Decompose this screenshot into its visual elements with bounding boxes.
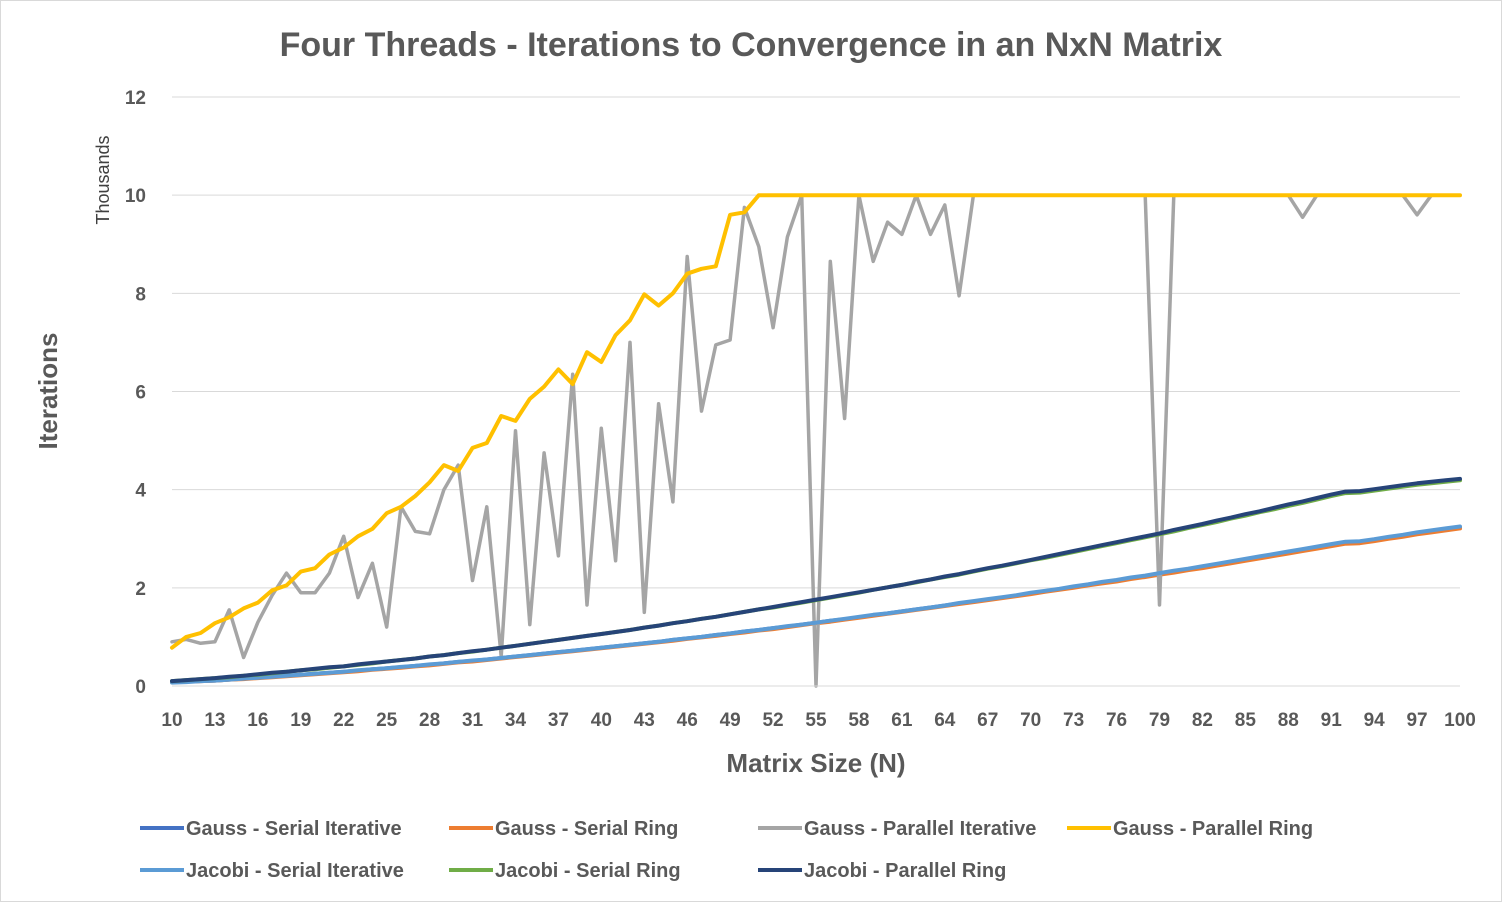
series-lines xyxy=(170,193,1462,688)
x-tick-label: 28 xyxy=(419,710,440,731)
legend-label: Gauss - Parallel Ring xyxy=(1113,818,1313,840)
y-tick-label: 8 xyxy=(135,284,146,305)
x-tick-label: 46 xyxy=(677,710,698,731)
chart-title: Four Threads - Iterations to Convergence… xyxy=(280,26,1223,64)
x-axis-tick-labels: 10 13 16 19 22 25 28 31 34 37 40 43 46 49 52 55 58 61 64 67… xyxy=(161,710,1475,731)
x-tick-label: 16 xyxy=(247,710,268,731)
y-tick-label: 0 xyxy=(135,677,146,698)
x-tick-label: 67 xyxy=(977,710,998,731)
series-line-jacobi-parallel-ring xyxy=(170,476,1462,684)
series-line-gauss-parallel-ring xyxy=(170,193,1462,650)
x-tick-label: 91 xyxy=(1321,710,1343,731)
legend-label: Jacobi - Parallel Ring xyxy=(804,860,1006,882)
x-tick-label: 10 xyxy=(161,710,182,731)
x-tick-label: 100 xyxy=(1444,710,1476,731)
legend-label: Gauss - Parallel Iterative xyxy=(804,818,1036,840)
x-tick-label: 34 xyxy=(505,710,527,731)
x-tick-label: 49 xyxy=(720,710,741,731)
y-tick-label: 12 xyxy=(125,88,146,109)
x-tick-label: 79 xyxy=(1149,710,1170,731)
y-tick-label: 10 xyxy=(125,186,146,207)
x-tick-label: 19 xyxy=(290,710,311,731)
x-tick-label: 64 xyxy=(934,710,956,731)
legend-label: Jacobi - Serial Ring xyxy=(495,860,681,882)
series-line-gauss-parallel-iterative xyxy=(170,193,1462,688)
x-tick-label: 52 xyxy=(762,710,783,731)
y-tick-label: 4 xyxy=(135,481,146,502)
x-tick-label: 37 xyxy=(548,710,569,731)
x-tick-label: 97 xyxy=(1406,710,1427,731)
legend-label: Gauss - Serial Ring xyxy=(495,818,678,840)
x-tick-label: 94 xyxy=(1364,710,1386,731)
y-axis-tick-labels: 0 2 4 6 8 10 12 xyxy=(125,88,147,698)
y-axis-units-label: Thousands xyxy=(93,135,113,224)
legend: Gauss - Serial Iterative Gauss - Serial R… xyxy=(140,818,1313,882)
x-tick-label: 76 xyxy=(1106,710,1127,731)
x-tick-label: 82 xyxy=(1192,710,1213,731)
legend-label: Gauss - Serial Iterative xyxy=(186,818,402,840)
x-tick-label: 55 xyxy=(805,710,827,731)
x-tick-label: 88 xyxy=(1278,710,1299,731)
y-axis-title: Iterations xyxy=(33,332,63,449)
x-tick-label: 85 xyxy=(1235,710,1257,731)
x-tick-label: 40 xyxy=(591,710,612,731)
legend-label: Jacobi - Serial Iterative xyxy=(186,860,404,882)
x-tick-label: 25 xyxy=(376,710,398,731)
series-line-jacobi-serial-iterative xyxy=(170,524,1462,685)
x-tick-label: 22 xyxy=(333,710,354,731)
y-tick-label: 2 xyxy=(135,579,146,600)
x-tick-label: 70 xyxy=(1020,710,1041,731)
x-axis-title: Matrix Size (N) xyxy=(726,748,905,778)
gridlines xyxy=(172,96,1460,589)
x-tick-label: 58 xyxy=(848,710,869,731)
x-tick-label: 13 xyxy=(204,710,225,731)
y-tick-label: 6 xyxy=(135,383,146,404)
x-tick-label: 61 xyxy=(891,710,913,731)
x-tick-label: 73 xyxy=(1063,710,1084,731)
x-tick-label: 43 xyxy=(634,710,655,731)
x-tick-label: 31 xyxy=(462,710,484,731)
